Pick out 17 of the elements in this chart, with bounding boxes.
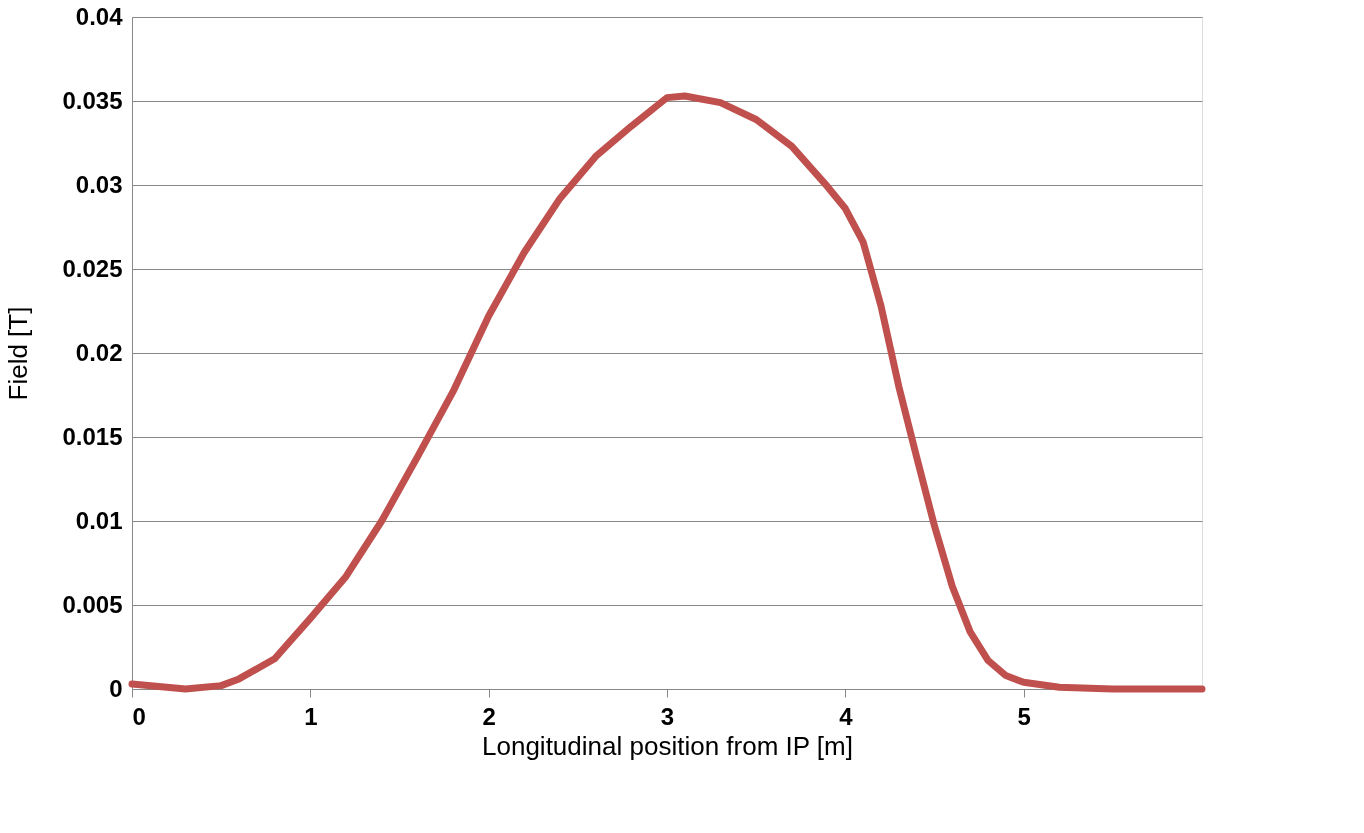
y-tick-label: 0.04 [75, 2, 124, 30]
y-tick-label: 0.02 [75, 338, 123, 366]
x-tick-label: 3 [660, 702, 675, 730]
y-tick-label: 0.01 [75, 506, 123, 534]
y-axis-title: Field [T] [3, 306, 34, 401]
y-tick-label: 0 [109, 674, 123, 702]
y-tick-label: 0.025 [62, 254, 123, 282]
x-tick-label: 5 [1017, 702, 1031, 730]
y-tick-label: 0.015 [62, 422, 123, 450]
y-tick-label: 0.03 [75, 170, 123, 198]
x-tick-label: 2 [482, 702, 496, 730]
y-tick-label: 0.035 [62, 86, 123, 114]
x-tick-label: 4 [839, 702, 854, 730]
x-tick-label: 1 [304, 702, 318, 730]
x-tick-label: 0 [132, 702, 146, 730]
x-axis-title: Longitudinal position from IP [m] [482, 730, 853, 761]
y-tick-label: 0.005 [62, 590, 123, 618]
